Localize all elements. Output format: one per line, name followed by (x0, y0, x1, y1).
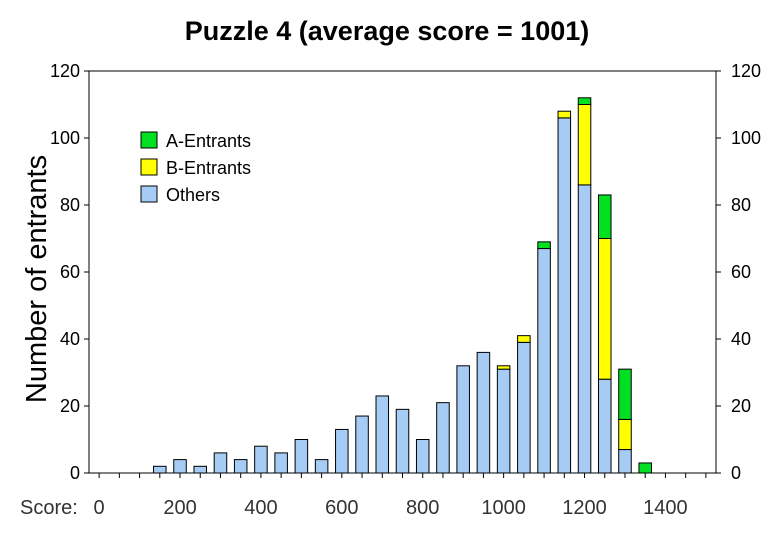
y-tick-label-left: 20 (60, 396, 80, 416)
bar-a-entrants-1300 (618, 368, 632, 420)
y-tick-label-left: 60 (60, 262, 80, 282)
bar-b-entrants-1050 (517, 335, 531, 343)
bar-others-1150 (557, 117, 572, 474)
bar-others-400 (254, 445, 268, 474)
y-tick-label-left: 0 (70, 463, 80, 483)
bar-others-1050 (517, 341, 531, 474)
bar-others-1250 (597, 378, 612, 474)
y-tick-label-left: 120 (50, 61, 80, 81)
y-tick-label-right: 20 (731, 396, 751, 416)
bar-a-entrants-1350 (638, 462, 652, 474)
bar-others-700 (375, 395, 390, 474)
y-tick-label-right: 40 (731, 329, 751, 349)
legend-label-a-entrants: A-Entrants (166, 131, 251, 151)
bar-b-entrants-1300 (618, 418, 632, 451)
bar-a-entrants-1200 (577, 97, 592, 106)
x-tick-label: 0 (94, 497, 105, 519)
bar-a-entrants-1250 (597, 194, 612, 239)
bar-others-900 (456, 365, 470, 474)
bar-others-500 (294, 439, 309, 474)
bar-others-1000 (496, 368, 511, 474)
bar-others-1100 (537, 248, 551, 474)
bar-others-850 (436, 402, 450, 474)
bar-others-300 (213, 452, 228, 474)
bar-others-650 (355, 415, 369, 474)
x-tick-label: 1400 (643, 497, 688, 519)
legend: A-Entrants B-Entrants Others (140, 131, 251, 205)
bar-others-550 (314, 459, 329, 474)
x-tick-label: 200 (163, 497, 196, 519)
y-tick-label-left: 100 (50, 128, 80, 148)
bar-b-entrants-1200 (577, 104, 592, 186)
y-tick-label-right: 100 (731, 128, 761, 148)
bar-others-150 (153, 465, 167, 474)
y-tick-label-left: 80 (60, 195, 80, 215)
y-tick-label-right: 120 (731, 61, 761, 81)
bar-others-450 (274, 452, 288, 474)
y-tick-label-left: 40 (60, 329, 80, 349)
y-axis-label: Number of entrants (21, 155, 53, 403)
bar-b-entrants-1250 (597, 238, 612, 380)
legend-label-others: Others (166, 185, 220, 205)
x-tick-label: 1200 (562, 497, 607, 519)
bar-others-250 (193, 465, 208, 474)
legend-swatch-b-entrants (140, 158, 158, 176)
x-tick-label: 800 (406, 497, 439, 519)
bars-layer (153, 97, 652, 474)
legend-label-b-entrants: B-Entrants (166, 158, 251, 178)
bar-others-200 (173, 459, 187, 474)
bar-others-600 (335, 428, 349, 474)
bar-others-1300 (618, 449, 632, 474)
bar-b-entrants-1000 (496, 365, 511, 370)
x-tick-label: 600 (325, 497, 358, 519)
chart-title: Puzzle 4 (average score = 1001) (185, 16, 590, 46)
bar-others-750 (395, 408, 410, 474)
bar-others-350 (233, 459, 248, 474)
x-axis-prefix: Score: (20, 497, 78, 519)
legend-swatch-a-entrants (140, 131, 158, 149)
y-tick-label-right: 80 (731, 195, 751, 215)
y-tick-label-right: 0 (731, 463, 741, 483)
bar-a-entrants-1100 (537, 241, 551, 250)
x-tick-label: 1000 (481, 497, 526, 519)
legend-swatch-others (140, 185, 158, 203)
bar-b-entrants-1150 (557, 110, 572, 119)
bar-others-950 (476, 351, 491, 474)
bar-others-1200 (577, 184, 592, 474)
y-tick-label-right: 60 (731, 262, 751, 282)
x-tick-label: 400 (244, 497, 277, 519)
bar-others-800 (415, 439, 430, 474)
